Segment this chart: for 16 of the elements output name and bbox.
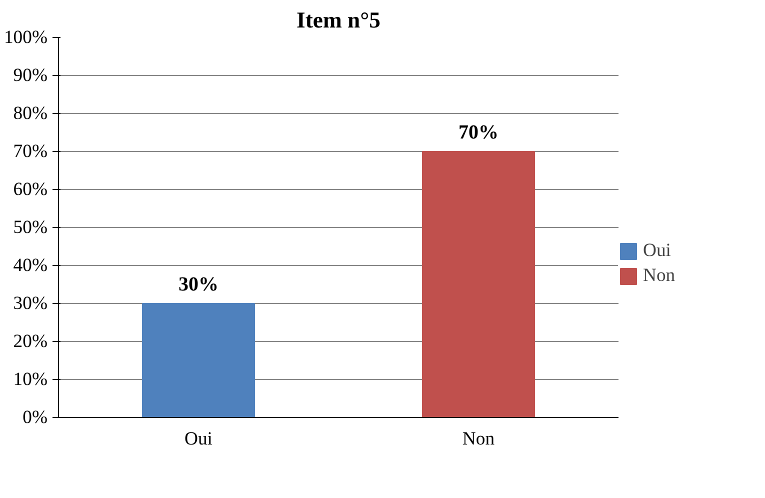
y-tick-label: 60% bbox=[13, 179, 48, 200]
y-tick-label: 80% bbox=[13, 103, 48, 124]
legend-label: Non bbox=[643, 265, 676, 287]
data-label: 70% bbox=[458, 122, 498, 144]
y-tick-label: 40% bbox=[13, 255, 48, 276]
y-tick-label: 70% bbox=[13, 141, 48, 162]
y-tick-label: 90% bbox=[13, 65, 48, 86]
data-label: 30% bbox=[178, 274, 218, 296]
y-tick-label: 100% bbox=[4, 27, 48, 48]
legend-label: Oui bbox=[643, 240, 671, 262]
y-tick-label: 20% bbox=[13, 331, 48, 352]
y-tick-label: 50% bbox=[13, 217, 48, 238]
chart-title: Item n°5 bbox=[296, 8, 380, 32]
y-tick-label: 10% bbox=[13, 369, 48, 390]
y-tick-label: 0% bbox=[22, 407, 48, 428]
y-tick-label: 30% bbox=[13, 293, 48, 314]
